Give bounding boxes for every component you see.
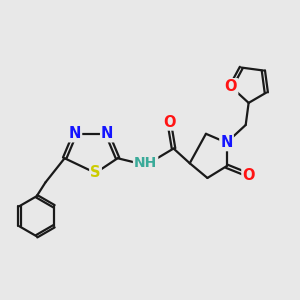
Text: NH: NH xyxy=(134,156,157,170)
Text: O: O xyxy=(163,115,175,130)
Text: O: O xyxy=(225,79,237,94)
Text: O: O xyxy=(242,167,255,182)
Text: N: N xyxy=(220,135,233,150)
Text: N: N xyxy=(101,126,113,141)
Text: S: S xyxy=(90,166,101,181)
Text: N: N xyxy=(69,126,81,141)
